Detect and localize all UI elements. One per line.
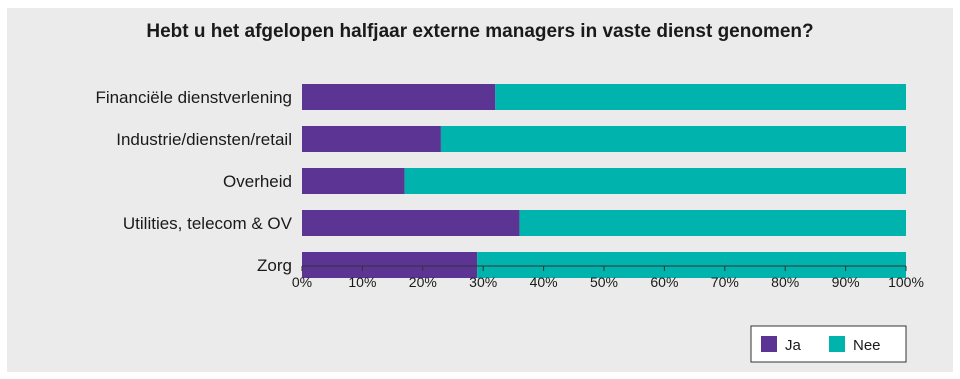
x-axis: 0% 10% 20% 30% 40% 50% 60% 70% 80% 90% 100% xyxy=(292,265,924,290)
x-tick-label: 70% xyxy=(711,274,739,290)
category-label: Zorg xyxy=(257,256,292,275)
category-label: Industrie/diensten/retail xyxy=(116,130,292,149)
x-tick-label: 90% xyxy=(832,274,860,290)
x-tick-label: 10% xyxy=(348,274,376,290)
x-tick-label: 30% xyxy=(469,274,497,290)
category-label: Overheid xyxy=(223,172,292,191)
legend-swatch-nee xyxy=(829,336,845,352)
legend-label-nee: Nee xyxy=(853,337,881,354)
x-tick-label: 80% xyxy=(771,274,799,290)
stacked-bar-chart: Hebt u het afgelopen halfjaar externe ma… xyxy=(95,21,924,363)
category-label: Utilities, telecom & OV xyxy=(123,214,293,233)
bar-nee-4 xyxy=(477,252,906,278)
x-tick-label: 20% xyxy=(409,274,437,290)
bars xyxy=(302,84,906,278)
x-tick-label: 50% xyxy=(590,274,618,290)
chart-title: Hebt u het afgelopen halfjaar externe ma… xyxy=(146,21,813,42)
x-tick-label: 100% xyxy=(888,274,924,290)
bar-nee-0 xyxy=(495,84,906,110)
legend-label-ja: Ja xyxy=(785,337,802,354)
bar-ja-0 xyxy=(302,84,496,110)
x-tick-label: 60% xyxy=(650,274,678,290)
bar-nee-2 xyxy=(404,168,906,194)
legend: Ja Nee xyxy=(750,325,907,363)
bar-ja-4 xyxy=(302,252,478,278)
x-tick-label: 40% xyxy=(530,274,558,290)
category-label: Financiële dienstverlening xyxy=(95,88,292,107)
legend-swatch-ja xyxy=(761,336,777,352)
x-tick-label: 0% xyxy=(292,274,312,290)
bar-ja-3 xyxy=(302,210,520,236)
category-labels: Financiële dienstverlening Industrie/dien… xyxy=(95,88,292,275)
bar-nee-1 xyxy=(440,126,906,152)
chart-panel: Hebt u het afgelopen halfjaar externe ma… xyxy=(7,8,953,372)
bar-ja-2 xyxy=(302,168,405,194)
bar-nee-3 xyxy=(519,210,906,236)
bar-ja-1 xyxy=(302,126,441,152)
